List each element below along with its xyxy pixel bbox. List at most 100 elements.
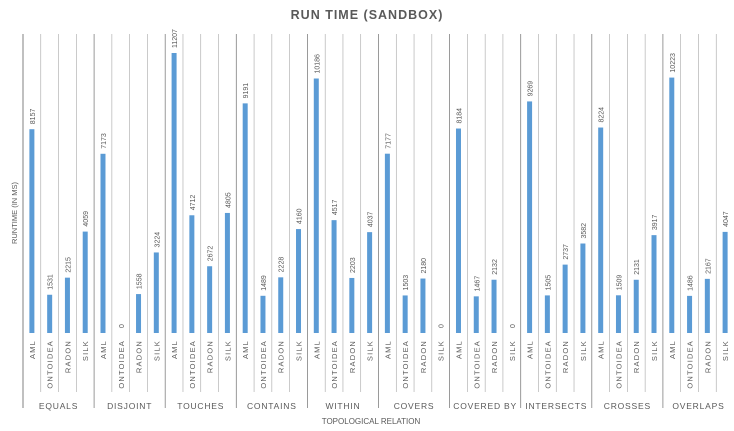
data-label: 1558 [137,273,144,289]
data-label: 2228 [279,257,286,273]
data-label: 0 [510,324,517,328]
data-label: 1467 [474,276,481,292]
data-label: 1505 [545,275,552,291]
category-label: AML [526,340,535,359]
category-label: SILK [81,340,90,361]
bar [580,243,586,333]
bar [136,294,142,333]
bar [242,103,248,333]
category-label: SILK [437,340,446,361]
data-label: 2167 [705,258,712,274]
bar [384,153,390,333]
data-label: 8184 [456,108,463,124]
category-label: AML [383,340,392,359]
bar [615,295,621,333]
data-label: 1503 [403,275,410,291]
data-label: 4517 [332,199,339,215]
data-label: 0 [119,324,126,328]
bar [260,295,266,333]
data-label: 3582 [581,223,588,239]
bar [100,153,106,333]
category-label: SILK [721,340,730,361]
category-label: SILK [650,340,659,361]
category-label: AML [597,340,606,359]
x-axis-label: TOPOLOGICAL RELATION [322,417,421,426]
category-label: AML [28,340,37,359]
group-label: EQUALS [39,401,78,411]
category-label: SILK [223,340,232,361]
data-label: 4805 [225,192,232,208]
bar [153,252,159,333]
bar [527,101,533,333]
bar [171,53,177,333]
data-label: 9191 [243,83,250,99]
data-label: 0 [439,324,446,328]
data-label: 3917 [652,214,659,230]
category-label: RADON [632,340,641,373]
data-label: 8157 [30,109,37,125]
category-label: SILK [579,340,588,361]
data-label: 4047 [723,211,730,227]
category-label: SILK [366,340,375,361]
category-label: ONTOIDEA [46,340,55,389]
chart-title: RUN TIME (SANDBOX) [291,8,444,22]
data-label: 3224 [154,232,161,248]
bar [29,129,35,333]
data-label: 10223 [670,53,677,73]
bar [189,215,195,333]
category-label: AML [454,340,463,359]
category-label: ONTOIDEA [188,340,197,389]
bar [473,296,479,333]
group-label: INTERSECTS [525,401,587,411]
category-label: ONTOIDEA [401,340,410,389]
bar [687,295,693,333]
category-label: SILK [295,340,304,361]
category-label: RADON [419,340,428,373]
category-label: RADON [703,340,712,373]
category-label: ONTOIDEA [472,340,481,389]
data-label: 2132 [492,259,499,275]
group-label: CONTAINS [247,401,297,411]
category-label: ONTOIDEA [259,340,268,389]
bar [296,229,302,333]
category-label: AML [170,340,179,359]
group-label: TOUCHES [177,401,224,411]
category-label: RADON [561,340,570,373]
category-label: ONTOIDEA [686,340,695,389]
data-label: 4059 [83,211,90,227]
bar [704,278,710,333]
bar [491,279,497,333]
bar [651,235,657,333]
bar [633,279,639,333]
category-label: RADON [206,340,215,373]
bar [367,232,373,333]
category-label: SILK [508,340,517,361]
bar [207,266,213,333]
data-label: 4712 [190,195,197,211]
category-label: ONTOIDEA [330,340,339,389]
data-label: 11207 [172,29,179,48]
bar [278,277,284,333]
data-label: 9269 [528,81,535,97]
bar [224,212,230,333]
bar [64,277,70,333]
data-label: 1509 [616,275,623,291]
group-label: WITHIN [325,401,360,411]
category-label: ONTOIDEA [543,340,552,389]
data-label: 2203 [350,257,357,273]
category-label: ONTOIDEA [117,340,126,389]
bar [598,127,604,334]
category-label: AML [241,340,250,359]
category-label: SILK [152,340,161,361]
bar [402,295,408,333]
group-label: COVERED BY [453,401,517,411]
data-label: 1531 [48,274,55,290]
data-label: 10186 [314,54,321,74]
bar [455,128,461,333]
bar [420,278,426,333]
data-label: 2131 [634,259,641,275]
bar [331,220,337,333]
category-label: RADON [63,340,72,373]
data-label: 7173 [101,133,108,149]
